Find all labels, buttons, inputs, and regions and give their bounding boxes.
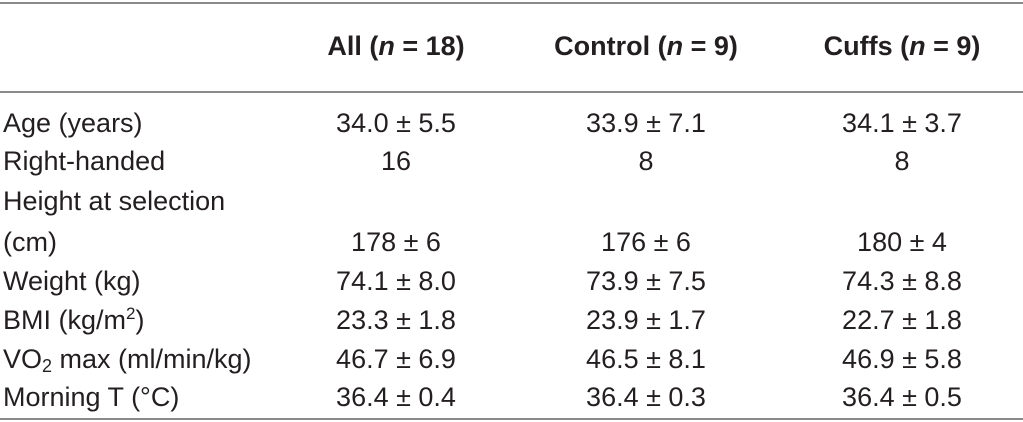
row-label: Age (years): [3, 108, 143, 138]
cell-cuffs: 34.1 ± 3.7: [842, 108, 962, 138]
table-row-age: Age (years) 34.0 ± 5.5 33.9 ± 7.1 34.1 ±…: [0, 103, 1023, 143]
table-row-morning-temperature: Morning T (°C) 36.4 ± 0.4 36.4 ± 0.3 36.…: [0, 377, 1023, 417]
cell-all: 46.7 ± 6.9: [336, 344, 456, 374]
cell-all: 36.4 ± 0.4: [336, 382, 456, 412]
cell-control: 176 ± 6: [601, 227, 691, 257]
cell-cuffs: 8: [894, 146, 910, 176]
cell-control: 33.9 ± 7.1: [586, 108, 706, 138]
row-label: Right-handed: [3, 146, 166, 176]
column-header-all: All (n = 18): [327, 31, 465, 61]
cell-all: 34.0 ± 5.5: [336, 108, 456, 138]
row-label: (cm): [3, 227, 57, 257]
table-row-height: (cm) 178 ± 6 176 ± 6 180 ± 4: [0, 222, 1023, 262]
cell-all: 23.3 ± 1.8: [336, 305, 456, 335]
cell-control: 73.9 ± 7.5: [586, 266, 706, 296]
column-header-control: Control (n = 9): [554, 31, 738, 61]
cell-all: 74.1 ± 8.0: [336, 266, 456, 296]
row-label: Weight (kg): [3, 266, 141, 296]
cell-all: 16: [380, 146, 412, 176]
cell-cuffs: 180 ± 4: [857, 227, 947, 257]
cell-control: 46.5 ± 8.1: [586, 344, 706, 374]
header-rule: [0, 91, 1023, 93]
row-label: Morning T (°C): [3, 382, 180, 412]
column-header-cuffs: Cuffs (n = 9): [823, 31, 981, 61]
table-row-weight: Weight (kg) 74.1 ± 8.0 73.9 ± 7.5 74.3 ±…: [0, 261, 1023, 301]
table-row-right-handed: Right-handed 16 8 8: [0, 141, 1023, 181]
cell-cuffs: 22.7 ± 1.8: [842, 305, 962, 335]
row-label: BMI (kg/m2): [3, 304, 145, 335]
table-row-vo2max: VO2 max (ml/min/kg) 46.7 ± 6.9 46.5 ± 8.…: [0, 339, 1023, 379]
table-row-bmi: BMI (kg/m2) 23.3 ± 1.8 23.9 ± 1.7 22.7 ±…: [0, 300, 1023, 340]
cell-cuffs: 46.9 ± 5.8: [842, 344, 962, 374]
table-bottom-rule: [0, 418, 1023, 420]
cell-control: 23.9 ± 1.7: [586, 305, 706, 335]
row-label: VO2 max (ml/min/kg): [3, 344, 252, 376]
cell-control: 8: [638, 146, 654, 176]
cell-cuffs: 36.4 ± 0.5: [842, 382, 962, 412]
cell-control: 36.4 ± 0.3: [586, 382, 706, 412]
cell-all: 178 ± 6: [351, 227, 441, 257]
table-top-rule: [0, 2, 1023, 4]
row-label: Height at selection: [3, 186, 226, 216]
cell-cuffs: 74.3 ± 8.8: [842, 266, 962, 296]
table-row-height-label-line1: Height at selection: [0, 181, 1023, 221]
